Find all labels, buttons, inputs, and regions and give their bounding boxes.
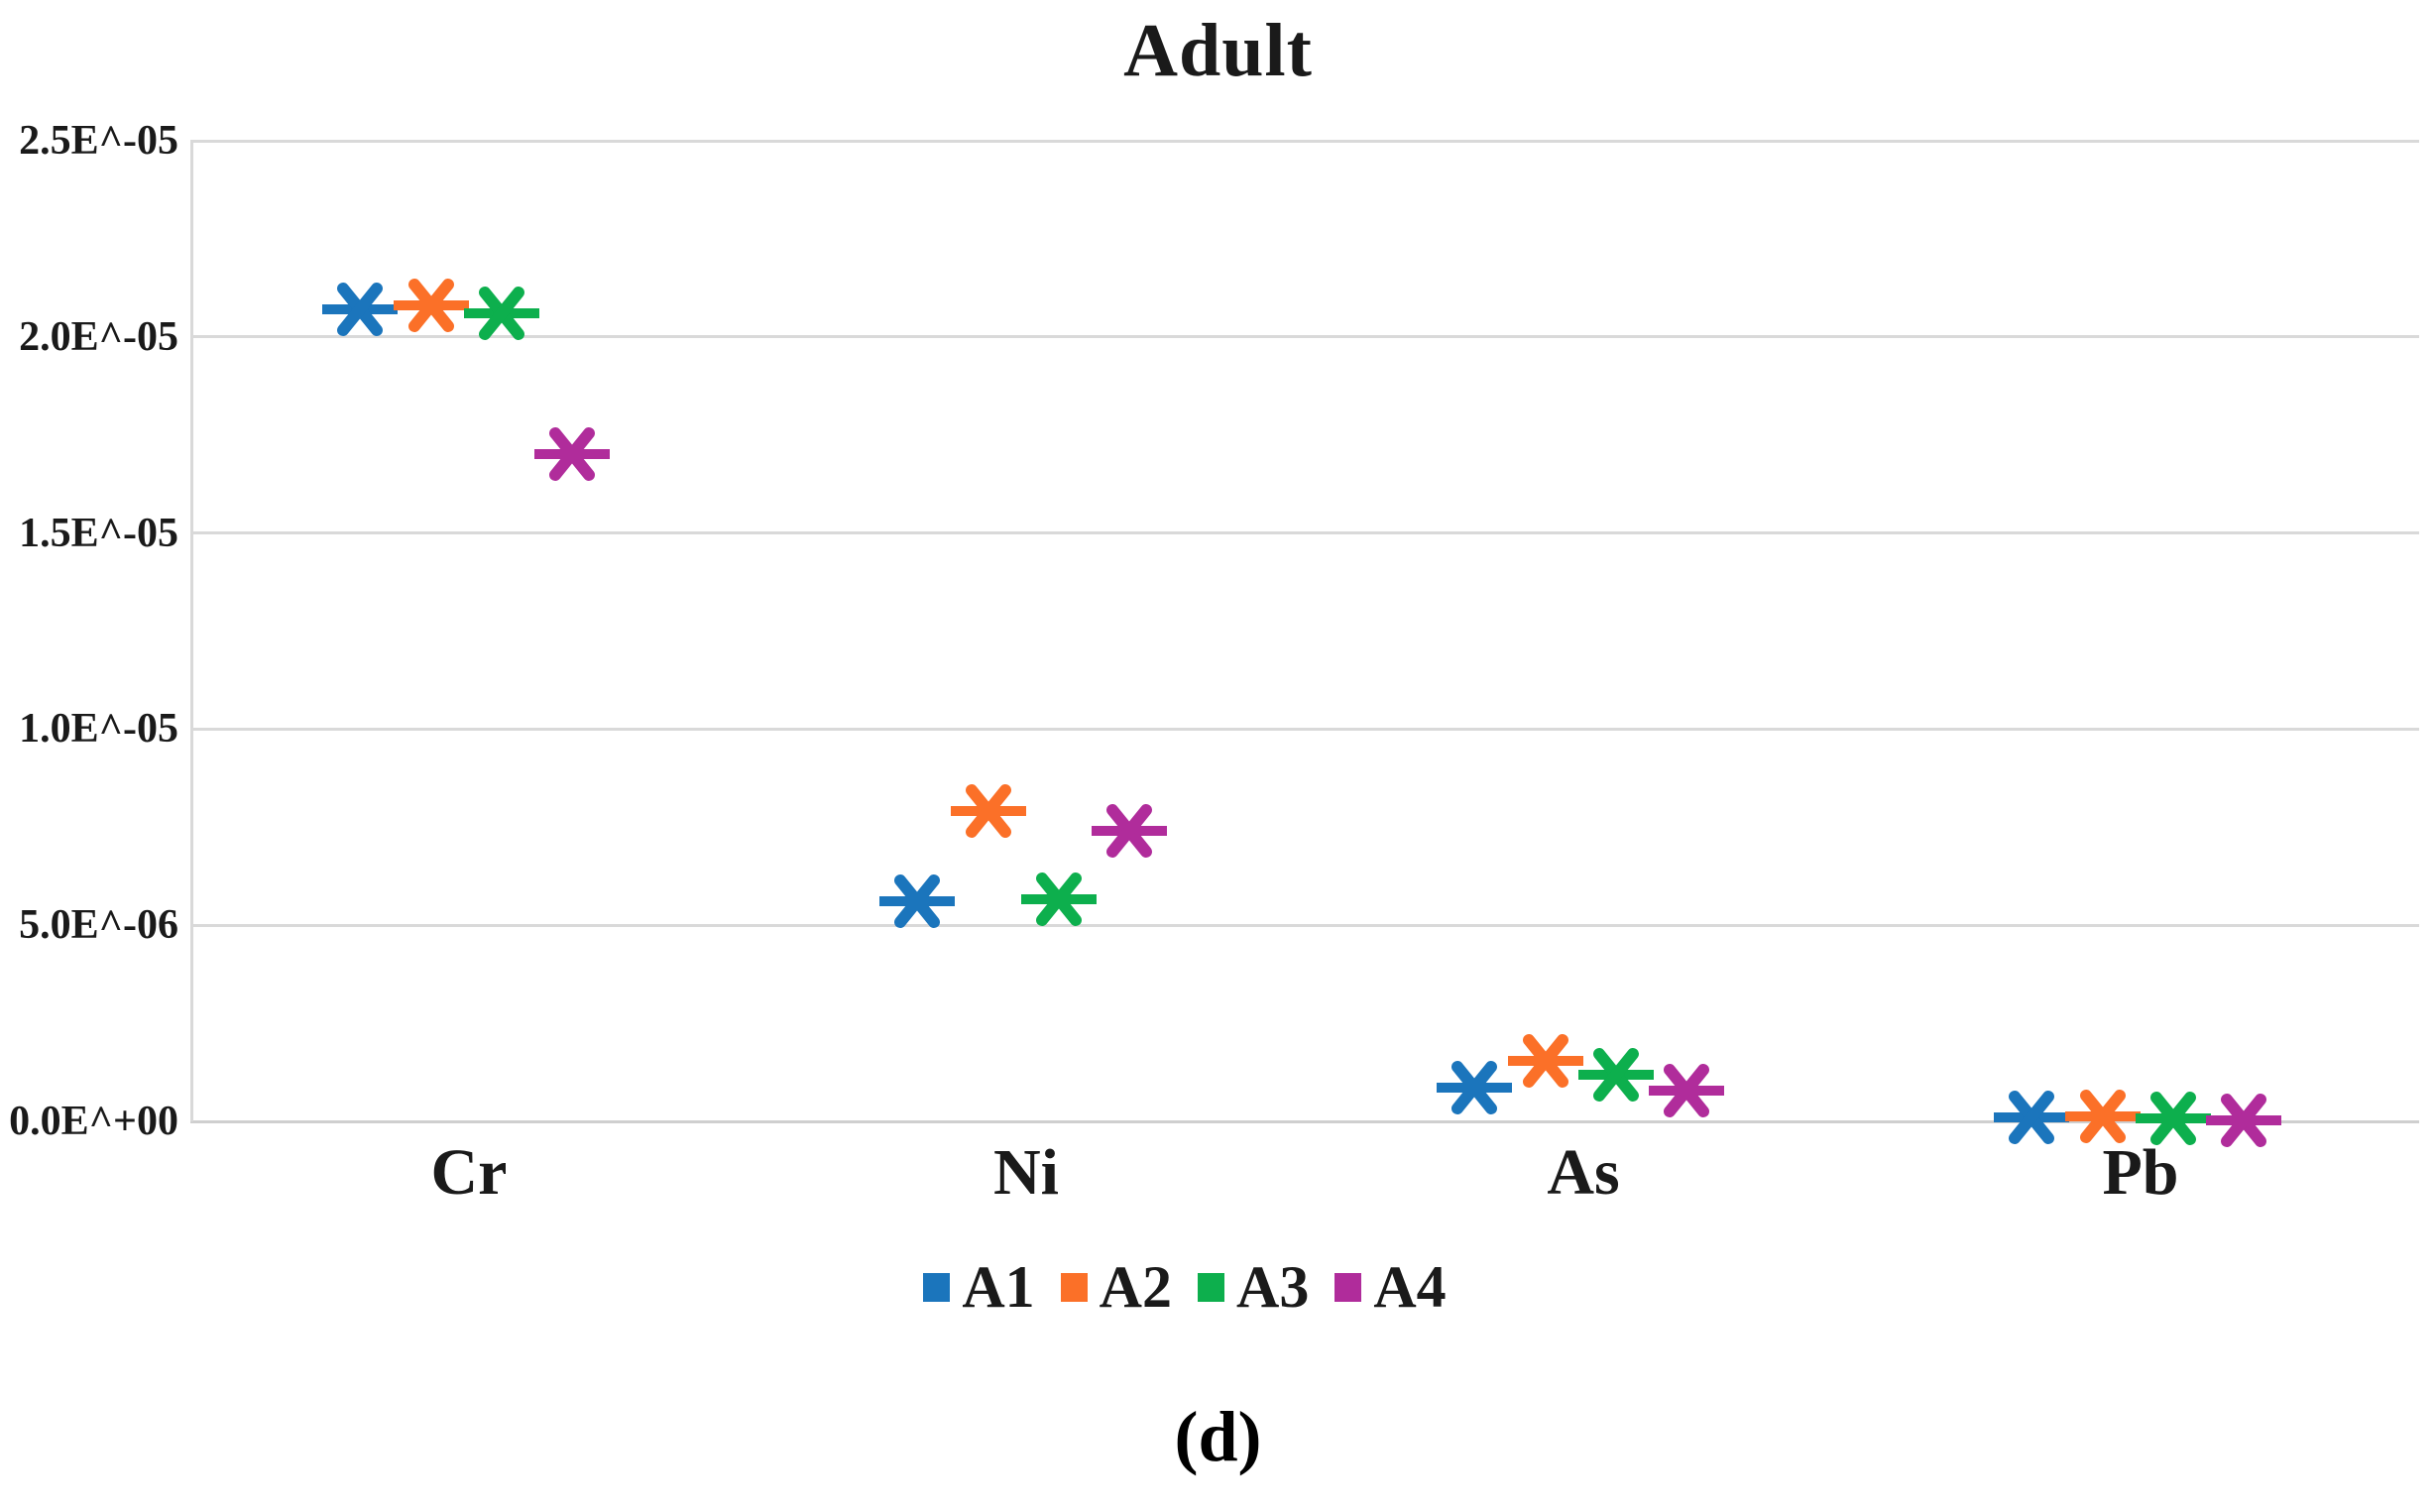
y-axis-line <box>190 141 193 1121</box>
data-point-marker-a3-as <box>1557 1043 1676 1106</box>
y-tick-label: 5.0E^-06 <box>19 902 178 949</box>
data-point-marker-a4-as <box>1627 1059 1746 1122</box>
data-point-marker-a3-ni <box>999 868 1118 931</box>
legend-item-a3: A3 <box>1198 1257 1309 1317</box>
legend-label: A2 <box>1099 1254 1172 1320</box>
legend-item-a1: A1 <box>923 1254 1035 1320</box>
gridline <box>190 923 2419 927</box>
gridline <box>190 531 2419 535</box>
data-point-marker-a1-as <box>1415 1056 1534 1119</box>
legend-swatch-icon <box>923 1272 951 1302</box>
data-point-marker-a3-pb <box>2114 1087 2233 1150</box>
data-point-marker-a1-pb <box>1972 1086 2091 1149</box>
legend-item-a4: A4 <box>1334 1254 1447 1320</box>
legend-swatch-icon <box>1334 1272 1362 1302</box>
gridline <box>190 139 2419 143</box>
x-category-label: Pb <box>2102 1136 2179 1209</box>
y-tick-label: 2.5E^-05 <box>19 118 178 164</box>
y-tick-label: 0.0E^+00 <box>9 1099 178 1144</box>
legend-swatch-icon <box>1060 1272 1088 1302</box>
y-tick-label: 2.0E^-05 <box>19 313 178 360</box>
data-point-marker-a3-cr <box>442 282 561 345</box>
y-tick-label: 1.0E^-05 <box>19 706 178 753</box>
data-point-marker-a2-as <box>1486 1029 1605 1093</box>
data-point-marker-a4-pb <box>2184 1089 2303 1152</box>
chart-legend: A1 A2 A3 A4 <box>0 1257 2370 1317</box>
legend-item-a2: A2 <box>1060 1254 1172 1320</box>
legend-label: A1 <box>962 1254 1035 1320</box>
gridline <box>190 727 2419 731</box>
data-point-marker-a2-pb <box>2043 1085 2162 1148</box>
y-tick-label: 1.5E^-05 <box>19 510 178 556</box>
x-category-label: Ni <box>993 1136 1059 1209</box>
figure-caption: (d) <box>1174 1397 1262 1476</box>
x-category-label: As <box>1547 1136 1620 1209</box>
data-point-marker-a1-cr <box>300 278 419 341</box>
data-point-marker-a2-ni <box>929 779 1048 843</box>
x-axis-zero-line <box>190 1119 2419 1123</box>
legend-label: A3 <box>1236 1254 1310 1320</box>
data-point-marker-a4-cr <box>513 422 632 486</box>
chart-title: Adult <box>1123 9 1313 92</box>
data-point-marker-a4-ni <box>1070 799 1189 863</box>
legend-label: A4 <box>1373 1254 1447 1320</box>
x-category-label: Cr <box>430 1136 508 1209</box>
data-point-marker-a1-ni <box>858 870 977 933</box>
legend-swatch-icon <box>1198 1272 1224 1302</box>
gridline <box>190 335 2419 339</box>
data-point-marker-a2-cr <box>372 274 491 337</box>
